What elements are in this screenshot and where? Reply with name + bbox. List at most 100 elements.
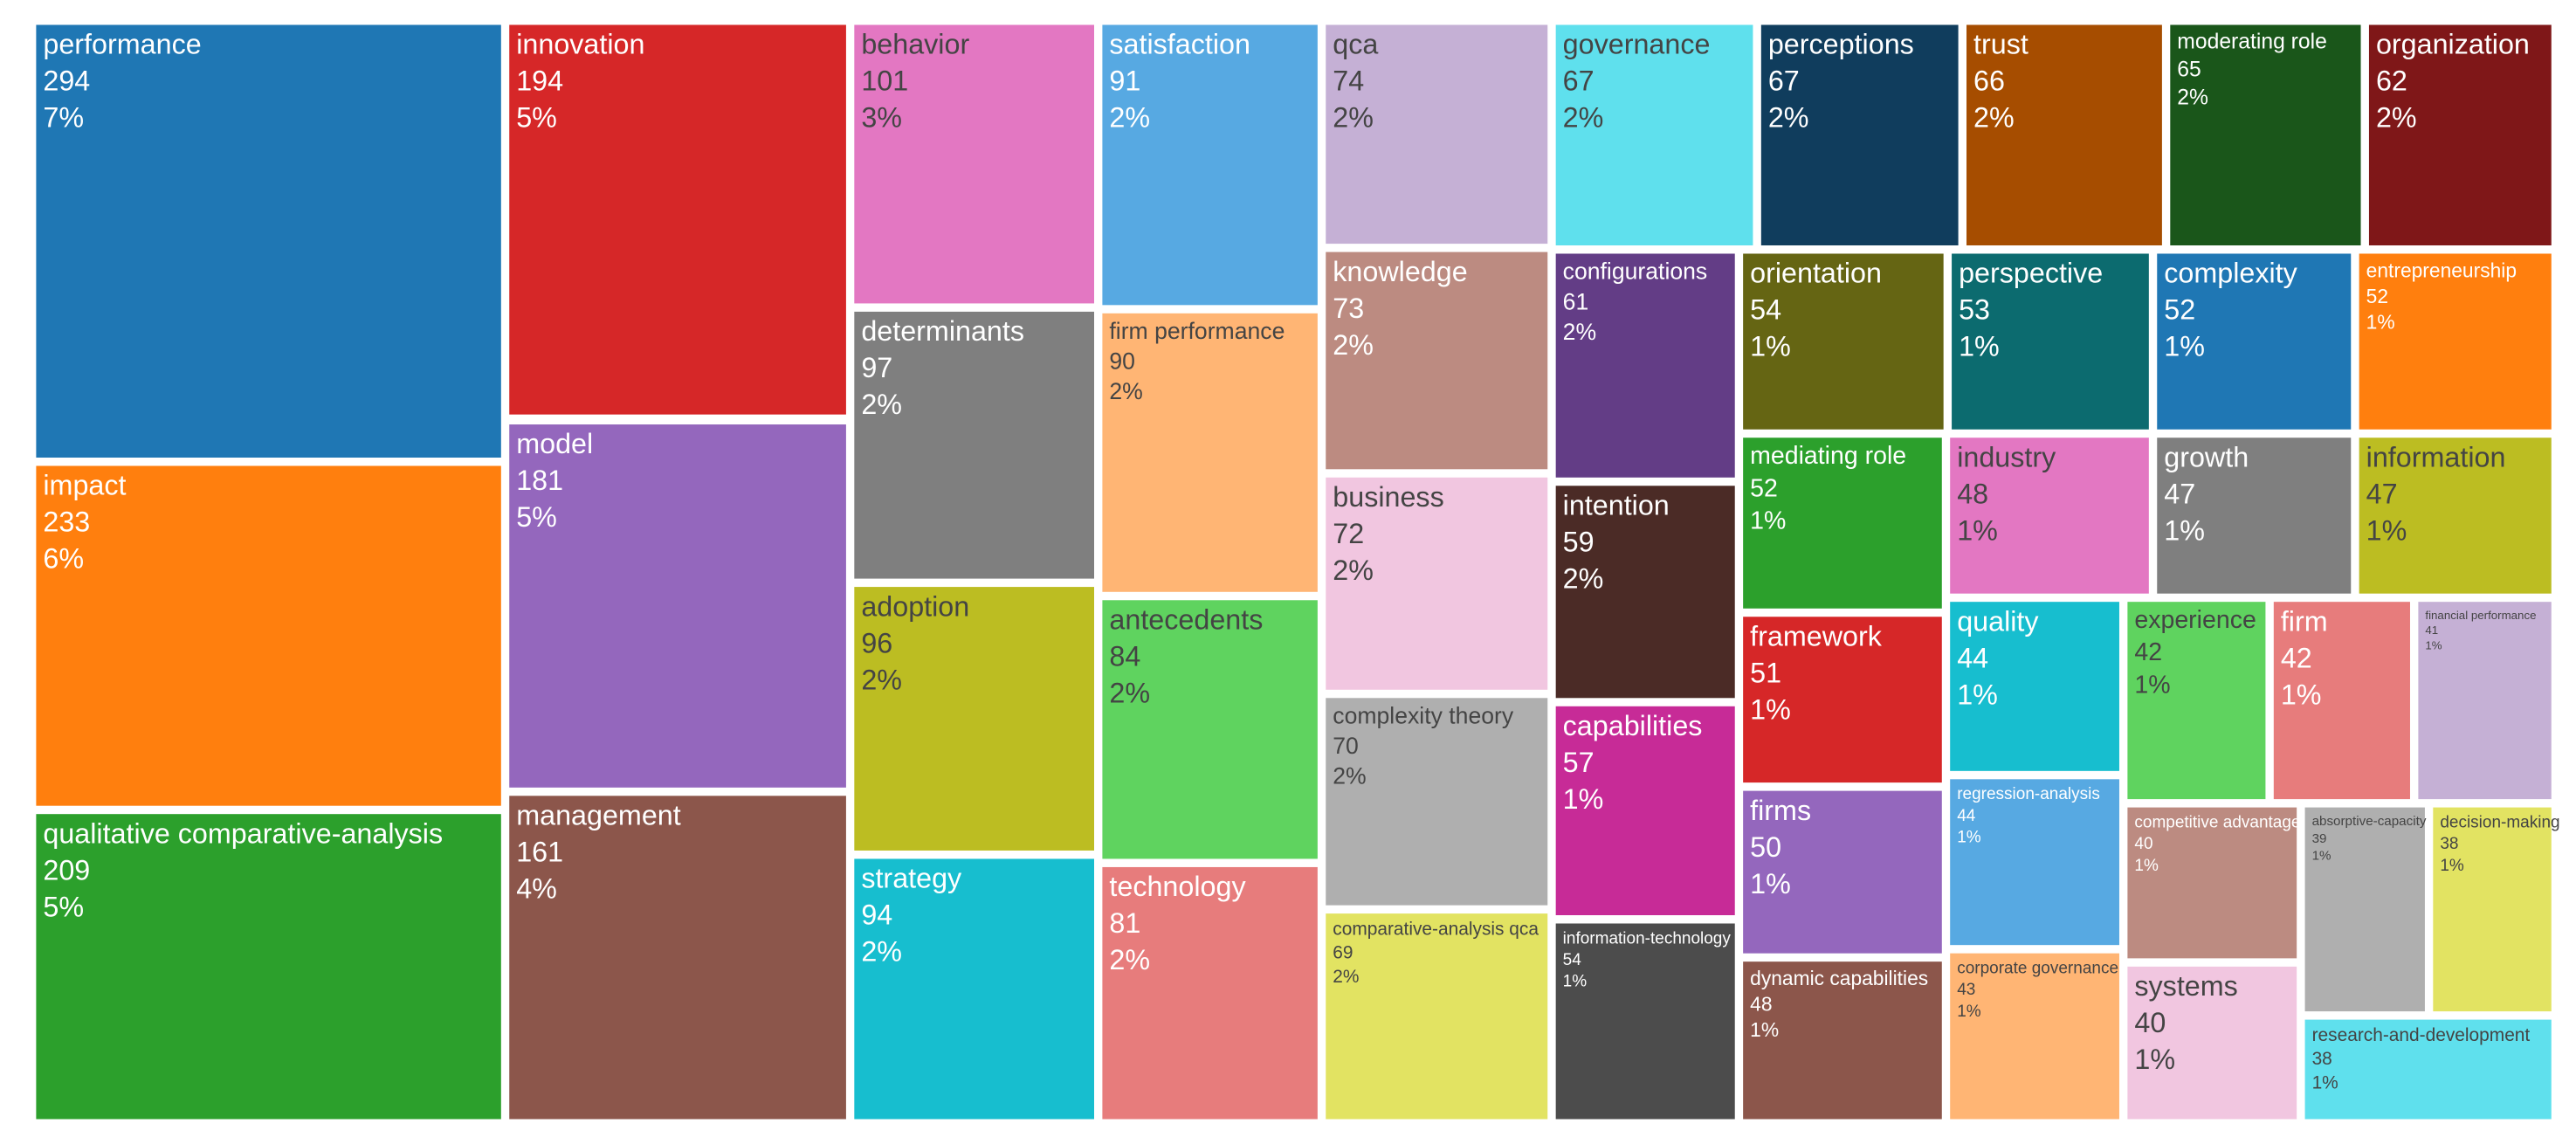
tile-share: 1% <box>2425 638 2442 651</box>
tile <box>1966 24 2162 245</box>
tile-value: 41 <box>2425 624 2438 637</box>
tile-share: 1% <box>2134 1044 2175 1075</box>
tile-label: research-and-development <box>2312 1025 2531 1045</box>
tile-label: absorptive-capacity <box>2312 814 2427 829</box>
tile-share: 2% <box>1109 102 1150 134</box>
tile-share: 1% <box>2281 679 2322 710</box>
tile-label: regression-analysis <box>1957 785 2100 803</box>
tile <box>2418 602 2552 800</box>
tile-value: 50 <box>1750 831 1781 863</box>
tile-value: 48 <box>1750 993 1772 1016</box>
tile-value: 70 <box>1333 733 1359 759</box>
tile-label: firm performance <box>1109 318 1285 344</box>
tile-share: 5% <box>516 102 557 134</box>
tile <box>2433 807 2552 1012</box>
tile-value: 62 <box>2376 65 2407 97</box>
tile-label: industry <box>1957 441 2056 472</box>
tile-label: moderating role <box>2177 30 2327 53</box>
tile-value: 209 <box>43 854 90 886</box>
tile-share: 2% <box>1563 562 1604 594</box>
tile-label: model <box>516 428 593 459</box>
tile-value: 53 <box>1959 294 1990 326</box>
tile <box>2304 807 2425 1012</box>
tile <box>1950 953 2119 1120</box>
tile-value: 96 <box>861 627 892 658</box>
tile-share: 1% <box>1750 693 1791 725</box>
tile <box>1555 253 1735 478</box>
tile <box>2304 1019 2552 1120</box>
tile <box>1743 438 1942 609</box>
tile-share: 1% <box>2134 671 2170 699</box>
tile-label: capabilities <box>1563 710 1703 741</box>
tile <box>854 311 1094 579</box>
tile-label: determinants <box>861 315 1024 347</box>
tile-share: 1% <box>2440 857 2464 875</box>
tile-share: 1% <box>1750 331 1791 362</box>
tile-label: qualitative comparative-analysis <box>43 817 443 849</box>
tile-value: 57 <box>1563 747 1595 778</box>
tile-share: 2% <box>1333 967 1359 987</box>
tile <box>1950 602 2119 771</box>
tile <box>1743 617 1942 783</box>
tile-value: 67 <box>1768 65 1800 97</box>
tile-label: intention <box>1563 489 1670 520</box>
tile-label: complexity <box>2164 258 2297 289</box>
tile-share: 1% <box>2312 1072 2338 1092</box>
tile-share: 2% <box>1333 329 1374 361</box>
tile <box>2127 807 2297 959</box>
tile-share: 5% <box>516 501 557 533</box>
tile <box>1760 24 1959 245</box>
tile-value: 72 <box>1333 518 1364 549</box>
tile <box>2359 438 2552 594</box>
tile <box>1555 706 1735 915</box>
tile-value: 44 <box>1957 642 1988 673</box>
tile-share: 1% <box>1957 679 1998 710</box>
tile-value: 69 <box>1333 943 1353 963</box>
tile-value: 38 <box>2312 1049 2332 1069</box>
tile <box>1952 253 2149 430</box>
tile-share: 2% <box>1109 944 1150 975</box>
tile-label: growth <box>2164 441 2249 472</box>
tile-value: 84 <box>1109 640 1140 672</box>
tile-value: 94 <box>861 899 892 931</box>
tile-value: 81 <box>1109 907 1140 939</box>
tile <box>2127 966 2297 1120</box>
tile-value: 39 <box>2312 831 2327 846</box>
tile-label: financial performance <box>2425 609 2536 622</box>
tile-label: strategy <box>861 863 962 894</box>
tile-share: 1% <box>2164 514 2205 546</box>
tile-label: systems <box>2134 970 2237 1002</box>
tile-value: 73 <box>1333 293 1364 324</box>
tile-value: 44 <box>1957 807 1976 825</box>
tile-value: 47 <box>2366 478 2398 509</box>
tile-share: 2% <box>1109 677 1150 708</box>
tile-value: 52 <box>2164 294 2195 326</box>
tile <box>1743 961 1942 1120</box>
tile-value: 54 <box>1750 294 1781 326</box>
tile <box>1555 923 1735 1120</box>
tile-label: information <box>2366 441 2506 472</box>
tile-share: 2% <box>1333 763 1366 789</box>
tile-value: 38 <box>2440 835 2458 853</box>
tile-share: 2% <box>1563 319 1596 345</box>
tile-value: 194 <box>516 65 563 97</box>
tile <box>36 24 501 458</box>
tile-label: perspective <box>1959 258 2103 289</box>
tile-label: business <box>1333 481 1443 513</box>
tile-value: 47 <box>2164 478 2195 509</box>
tile-value: 233 <box>43 507 90 538</box>
tile <box>36 465 501 806</box>
tile-value: 74 <box>1333 65 1364 97</box>
tile <box>2368 24 2552 245</box>
tile-value: 43 <box>1957 981 1975 999</box>
tile-value: 54 <box>1563 951 1582 969</box>
tile-share: 2% <box>2376 102 2417 134</box>
tile-share: 2% <box>861 389 902 420</box>
tile-share: 2% <box>1768 102 1809 134</box>
tile-label: perceptions <box>1768 29 1914 60</box>
tile <box>509 24 846 415</box>
tile-label: framework <box>1750 620 1883 651</box>
tile-value: 161 <box>516 836 563 867</box>
